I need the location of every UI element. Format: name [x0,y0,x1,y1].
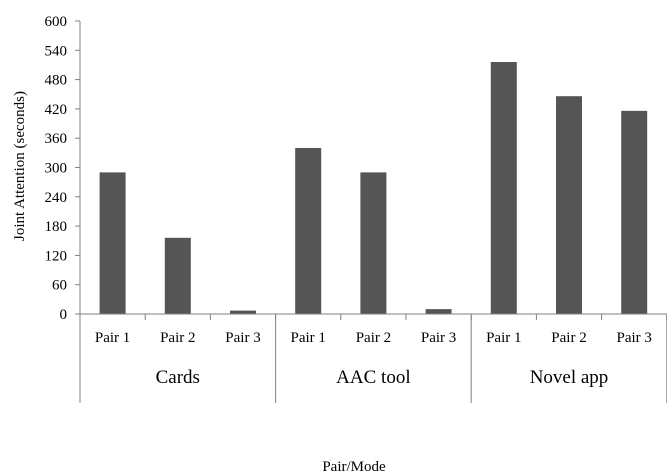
category-labels: Pair 1 Pair 2 Pair 3 Pair 1 Pair 2 Pair 3 Pair… [95,330,652,346]
category-label: Pair 2 [356,330,391,346]
y-axis-title: Joint Attention (seconds) [12,91,28,241]
group-label: Cards [156,367,200,388]
y-tick-label: 0 [60,307,68,323]
group-label: Novel app [530,367,609,388]
group-label: AAC tool [336,367,410,388]
y-tick-label: 180 [45,219,68,235]
bar [99,172,126,314]
bar [295,147,322,314]
bar-series [99,62,648,314]
group-labels: Cards AAC tool Novel app [156,367,609,388]
bar [490,62,517,314]
y-axis-tick-labels: 0 60 120 180 240 300 360 420 480 540 600 [45,14,68,323]
y-tick-label: 420 [45,102,68,118]
category-label: Pair 1 [290,330,325,346]
y-tick-label: 300 [45,161,68,177]
y-tick-label: 120 [45,248,68,264]
category-label: Pair 2 [551,330,586,346]
bar [621,110,648,314]
category-label: Pair 2 [160,330,195,346]
y-tick-label: 360 [45,131,68,147]
category-label: Pair 3 [225,330,260,346]
category-label: Pair 1 [486,330,521,346]
x-axis-title: Pair/Mode [322,459,386,475]
bar [425,309,452,314]
y-tick-label: 60 [52,278,67,294]
category-label: Pair 3 [421,330,456,346]
bar [360,172,387,314]
category-label: Pair 3 [616,330,651,346]
bar [556,96,582,314]
bar [164,237,191,314]
y-tick-label: 480 [45,73,68,89]
y-tick-label: 240 [45,190,68,206]
category-label: Pair 1 [95,330,130,346]
y-tick-label: 540 [45,43,68,59]
bar [230,310,256,314]
y-tick-label: 600 [45,14,68,30]
